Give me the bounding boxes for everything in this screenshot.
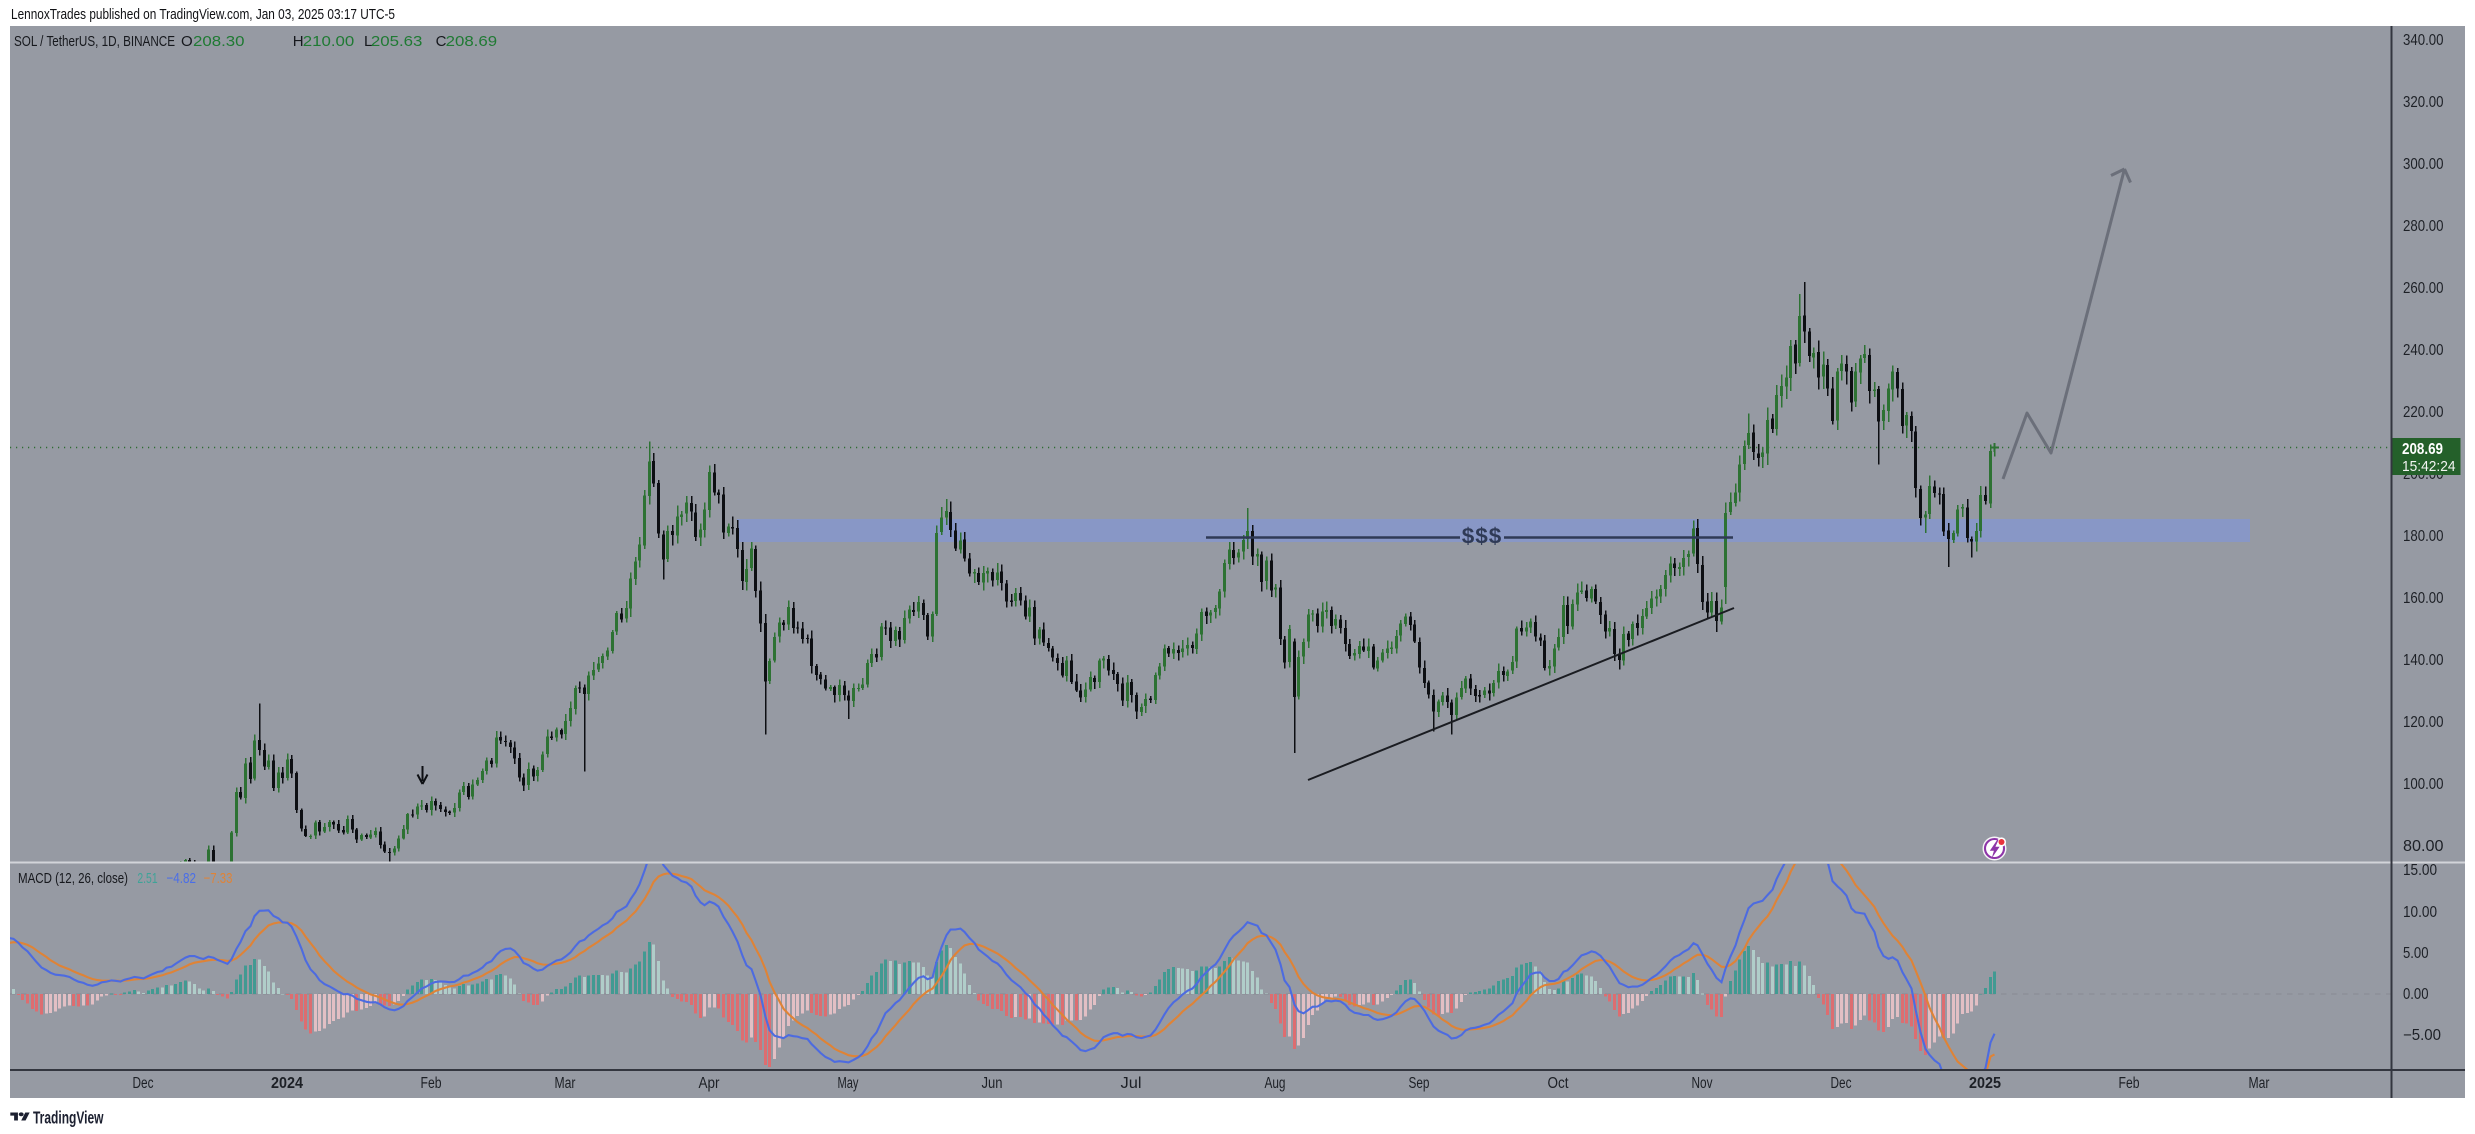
svg-text:100.00: 100.00: [2403, 776, 2444, 793]
svg-text:208.69: 208.69: [446, 33, 498, 50]
svg-text:Dec: Dec: [1831, 1075, 1852, 1092]
svg-text:SOL / TetherUS, 1D, BINANCE: SOL / TetherUS, 1D, BINANCE: [14, 34, 175, 50]
svg-text:Oct: Oct: [1548, 1075, 1570, 1092]
svg-text:220.00: 220.00: [2403, 404, 2444, 421]
svg-text:260.00: 260.00: [2403, 280, 2444, 297]
svg-text:120.00: 120.00: [2403, 714, 2444, 731]
svg-text:140.00: 140.00: [2403, 652, 2444, 669]
svg-text:Feb: Feb: [2119, 1075, 2140, 1092]
svg-text:210.00: 210.00: [303, 33, 355, 50]
svg-text:15:42:24: 15:42:24: [2402, 458, 2456, 475]
svg-text:280.00: 280.00: [2403, 218, 2444, 235]
svg-text:C: C: [436, 33, 447, 50]
svg-text:240.00: 240.00: [2403, 342, 2444, 359]
svg-text:L: L: [364, 33, 372, 50]
svg-text:−5.00: −5.00: [2403, 1027, 2441, 1044]
svg-text:Dec: Dec: [133, 1075, 154, 1092]
svg-text:O: O: [181, 33, 193, 50]
svg-text:$$$: $$$: [1462, 524, 1503, 549]
svg-text:0.00: 0.00: [2403, 986, 2429, 1003]
svg-text:−4.82: −4.82: [167, 871, 197, 887]
svg-text:208.69: 208.69: [2402, 441, 2443, 458]
svg-text:180.00: 180.00: [2403, 528, 2444, 545]
svg-text:5.00: 5.00: [2403, 945, 2429, 962]
svg-text:205.63: 205.63: [371, 33, 423, 50]
svg-text:TradingView: TradingView: [33, 1108, 104, 1128]
svg-text:2025: 2025: [1969, 1075, 2001, 1092]
svg-text:MACD (12, 26, close): MACD (12, 26, close): [18, 871, 128, 887]
svg-text:80.00: 80.00: [2403, 838, 2444, 855]
svg-text:340.00: 340.00: [2403, 32, 2444, 49]
svg-text:15.00: 15.00: [2403, 862, 2437, 879]
svg-text:Feb: Feb: [421, 1075, 442, 1092]
svg-text:208.30: 208.30: [193, 33, 245, 50]
svg-text:2024: 2024: [271, 1075, 303, 1092]
svg-text:−7.33: −7.33: [204, 871, 233, 887]
svg-text:320.00: 320.00: [2403, 94, 2444, 111]
svg-text:Nov: Nov: [1692, 1075, 1713, 1092]
svg-text:Apr: Apr: [699, 1075, 720, 1092]
svg-text:May: May: [838, 1075, 859, 1092]
svg-text:Jul: Jul: [1121, 1075, 1142, 1092]
svg-text:300.00: 300.00: [2403, 156, 2444, 173]
svg-text:Sep: Sep: [1409, 1075, 1430, 1092]
svg-text:Aug: Aug: [1265, 1075, 1286, 1092]
svg-text:Mar: Mar: [2249, 1075, 2270, 1092]
svg-text:2.51: 2.51: [137, 871, 157, 887]
svg-text:Jun: Jun: [982, 1075, 1003, 1092]
svg-text:160.00: 160.00: [2403, 590, 2444, 607]
svg-text:Mar: Mar: [555, 1075, 576, 1092]
svg-text:10.00: 10.00: [2403, 904, 2437, 921]
svg-text:LennoxTrades published on Trad: LennoxTrades published on TradingView.co…: [11, 6, 395, 23]
svg-text:H: H: [293, 33, 304, 50]
